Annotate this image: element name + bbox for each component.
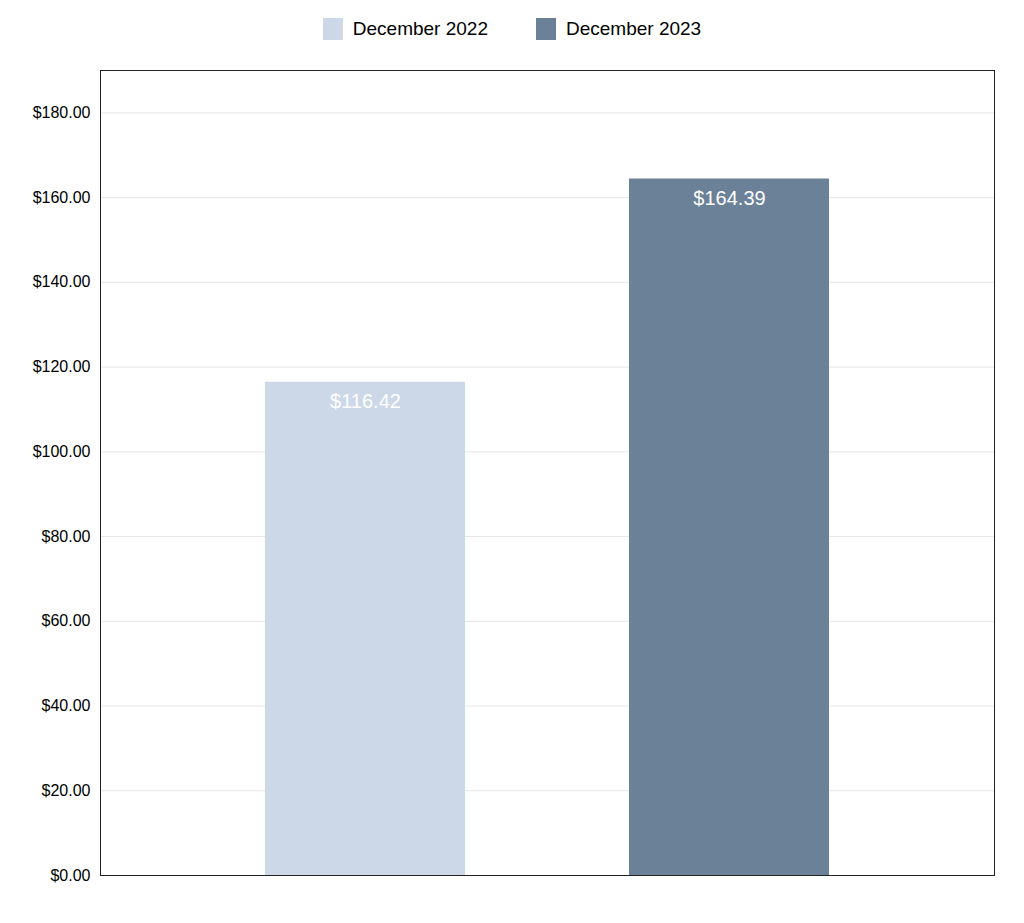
- html-text:December 2022: December 2022: [352, 18, 488, 39]
- svg-text:$100.00: $100.00: [33, 443, 91, 460]
- svg-text:$140.00: $140.00: [33, 273, 91, 290]
- svg-text:$60.00: $60.00: [42, 612, 91, 629]
- svg-text:$164.39: $164.39: [693, 187, 765, 209]
- svg-text:$20.00: $20.00: [42, 782, 91, 799]
- svg-text:$80.00: $80.00: [42, 528, 91, 545]
- svg-text:$0.00: $0.00: [50, 867, 90, 884]
- svg-text:$180.00: $180.00: [33, 104, 91, 121]
- svg-text:$40.00: $40.00: [42, 697, 91, 714]
- svg-text:$120.00: $120.00: [33, 358, 91, 375]
- svg-text:$160.00: $160.00: [33, 189, 91, 206]
- html-text:December 2023: December 2023: [566, 18, 702, 39]
- svg-text:$116.42: $116.42: [330, 390, 401, 412]
